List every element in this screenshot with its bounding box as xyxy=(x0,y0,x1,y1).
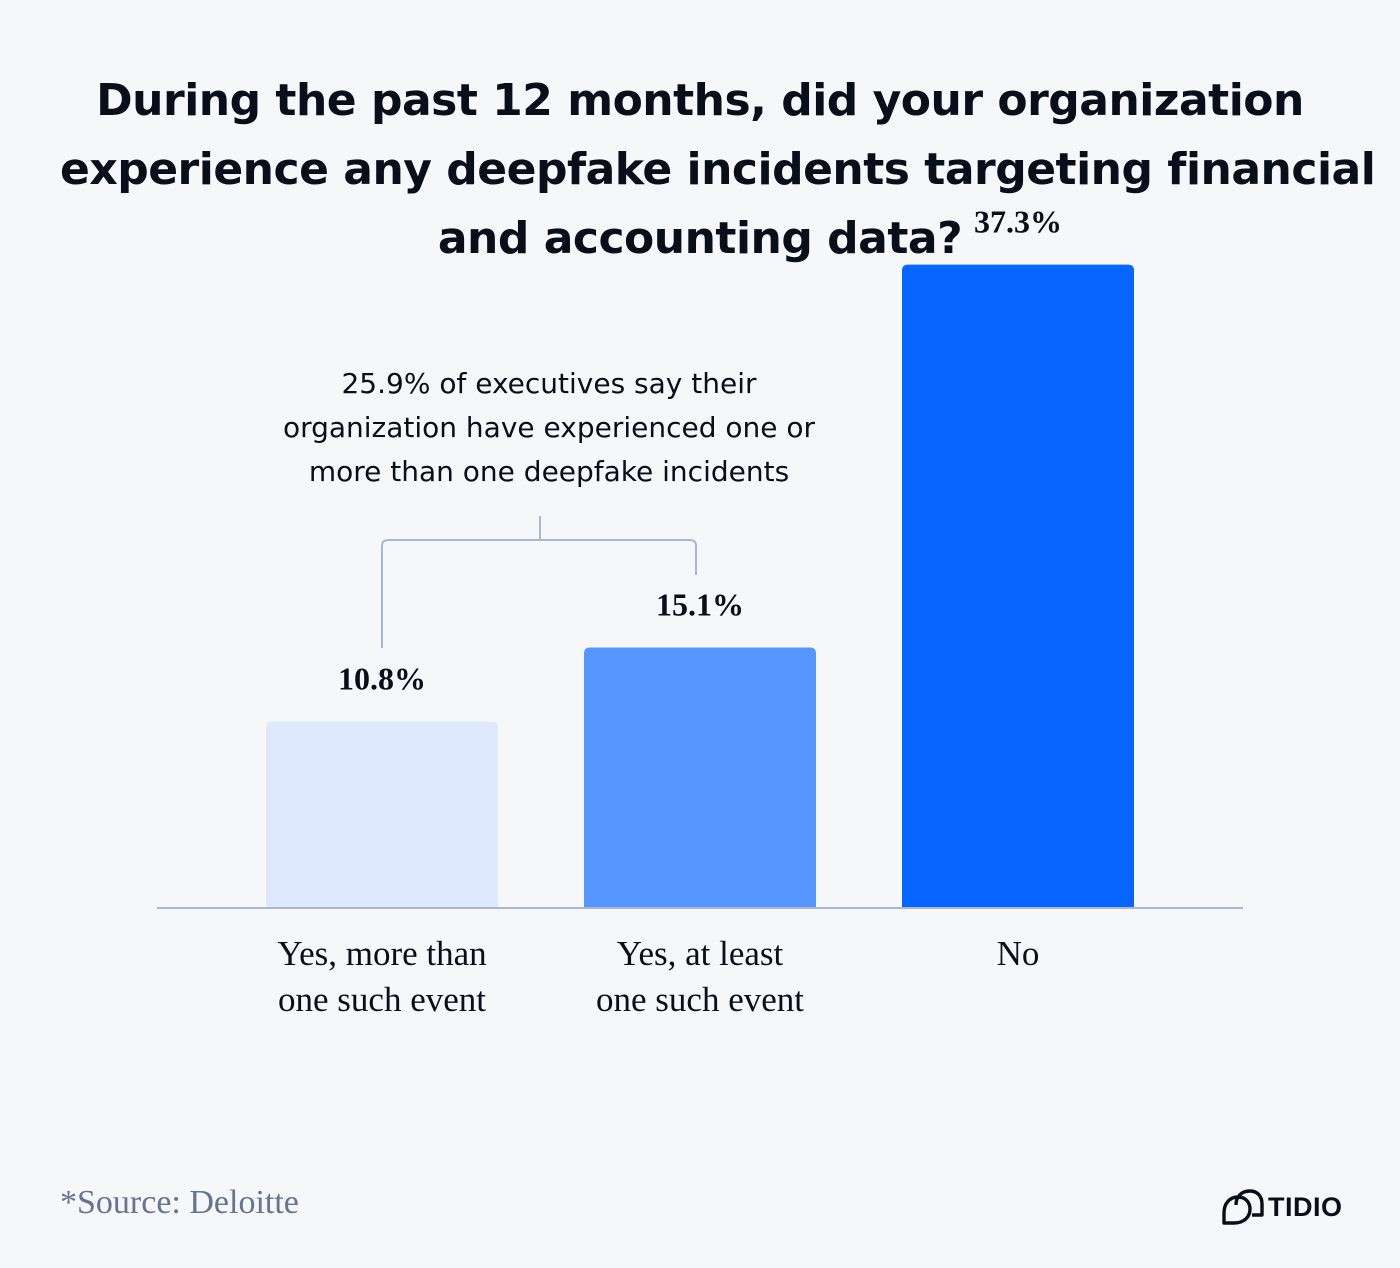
tidio-logo-icon xyxy=(1222,1189,1264,1225)
brand-logo: TIDIO xyxy=(1220,1186,1350,1228)
bar-value-label: 37.3% xyxy=(974,204,1062,240)
category-label: No xyxy=(997,934,1040,973)
annotation-bracket xyxy=(381,516,697,648)
category-label: one such event xyxy=(596,980,804,1019)
category-label: one such event xyxy=(278,980,486,1019)
bar xyxy=(902,264,1134,908)
bar-value-label: 15.1% xyxy=(656,587,744,623)
brand-name: TIDIO xyxy=(1268,1191,1343,1222)
category-label: Yes, at least xyxy=(617,934,784,973)
chart-title: During the past 12 months, did your orga… xyxy=(60,66,1376,273)
chart-title-line: and accounting data? xyxy=(437,213,963,264)
annotation-text: organization have experienced one or xyxy=(283,411,816,444)
category-label: Yes, more than xyxy=(277,934,486,973)
bar xyxy=(584,647,816,908)
chart-title-line: During the past 12 months, did your orga… xyxy=(96,75,1304,126)
annotation-text: 25.9% of executives say their xyxy=(341,367,757,400)
annotation-text: more than one deepfake incidents xyxy=(309,455,789,488)
chart-title-line: experience any deepfake incidents target… xyxy=(60,144,1376,195)
source-note: *Source: Deloitte xyxy=(60,1184,299,1221)
bar xyxy=(266,721,498,908)
bar-value-label: 10.8% xyxy=(338,661,426,697)
